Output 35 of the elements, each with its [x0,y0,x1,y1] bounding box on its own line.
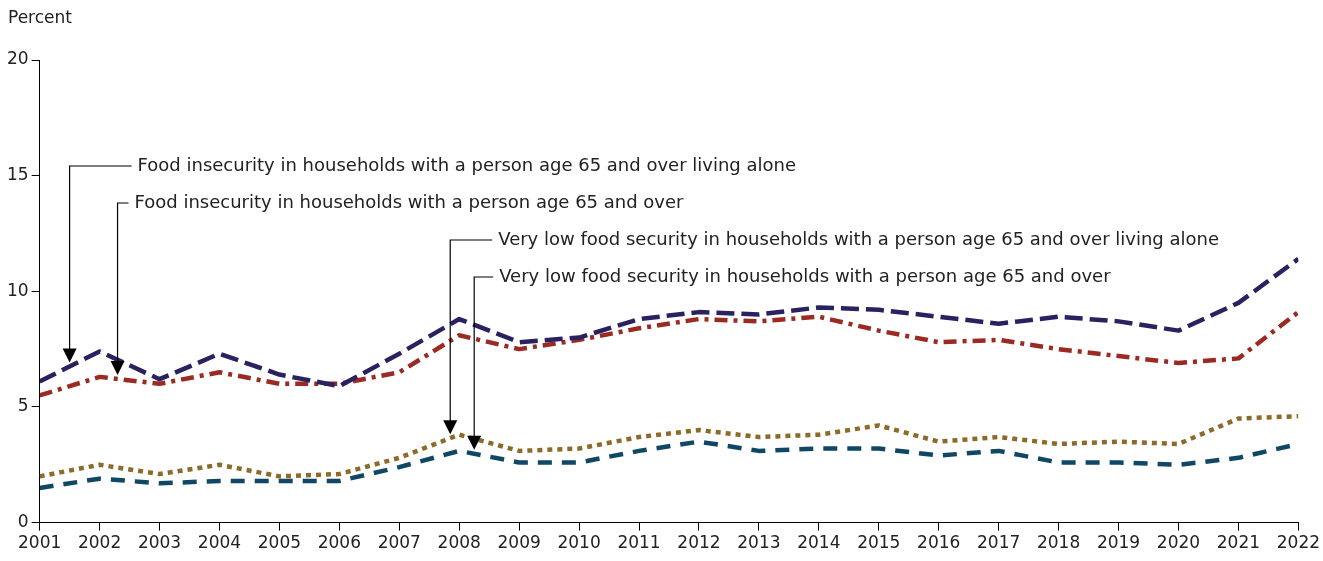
x-tick-label: 2019 [1096,532,1141,553]
x-tick-label: 2017 [977,532,1021,553]
y-tick-label: 15 [6,164,29,185]
text: Food insecurity in households with a person age 65 and over [134,190,685,212]
text: Very low food security in households with a person age 65 and over living alone [498,227,1220,249]
x-tick-label: 2005 [257,532,302,553]
x-tick-label: 2010 [557,532,601,553]
x-tick-label: 2018 [1036,532,1081,553]
x-tick-label: 2006 [317,532,361,553]
x-tick-label: 2011 [617,532,661,553]
x-tick-label: 2016 [917,532,961,553]
x-tick-label: 2007 [377,532,421,553]
text: Food insecurity in households with a person age 65 and over living alone [137,153,796,175]
x-tick-label: 2002 [77,532,122,553]
y-tick-label: 5 [17,395,29,416]
x-tick-label: 2001 [18,532,62,553]
x-tick-label: 2022 [1276,532,1320,553]
y-axis-title: Percent [8,7,73,28]
x-tick-label: 2009 [497,532,541,553]
x-tick-label: 2013 [737,532,781,553]
line-series [39,309,1299,398]
x-tick-label: 2014 [797,532,841,553]
x-tick-label: 2020 [1156,532,1201,553]
line-series [39,256,1299,389]
x-tick-label: 2021 [1216,532,1261,553]
line-series [39,413,1299,479]
x-tick-label: 2012 [677,532,721,553]
x-tick-label: 2015 [857,532,901,553]
x-tick-label: 2008 [437,532,481,553]
x-tick-label: 2004 [197,532,242,553]
x-tick-label: 2003 [137,532,182,553]
y-tick-label: 0 [17,511,29,532]
text: Very low food security in households with a person age 65 and over [499,264,1112,286]
y-tick-label: 10 [6,279,29,300]
y-tick-label: 20 [6,48,29,69]
